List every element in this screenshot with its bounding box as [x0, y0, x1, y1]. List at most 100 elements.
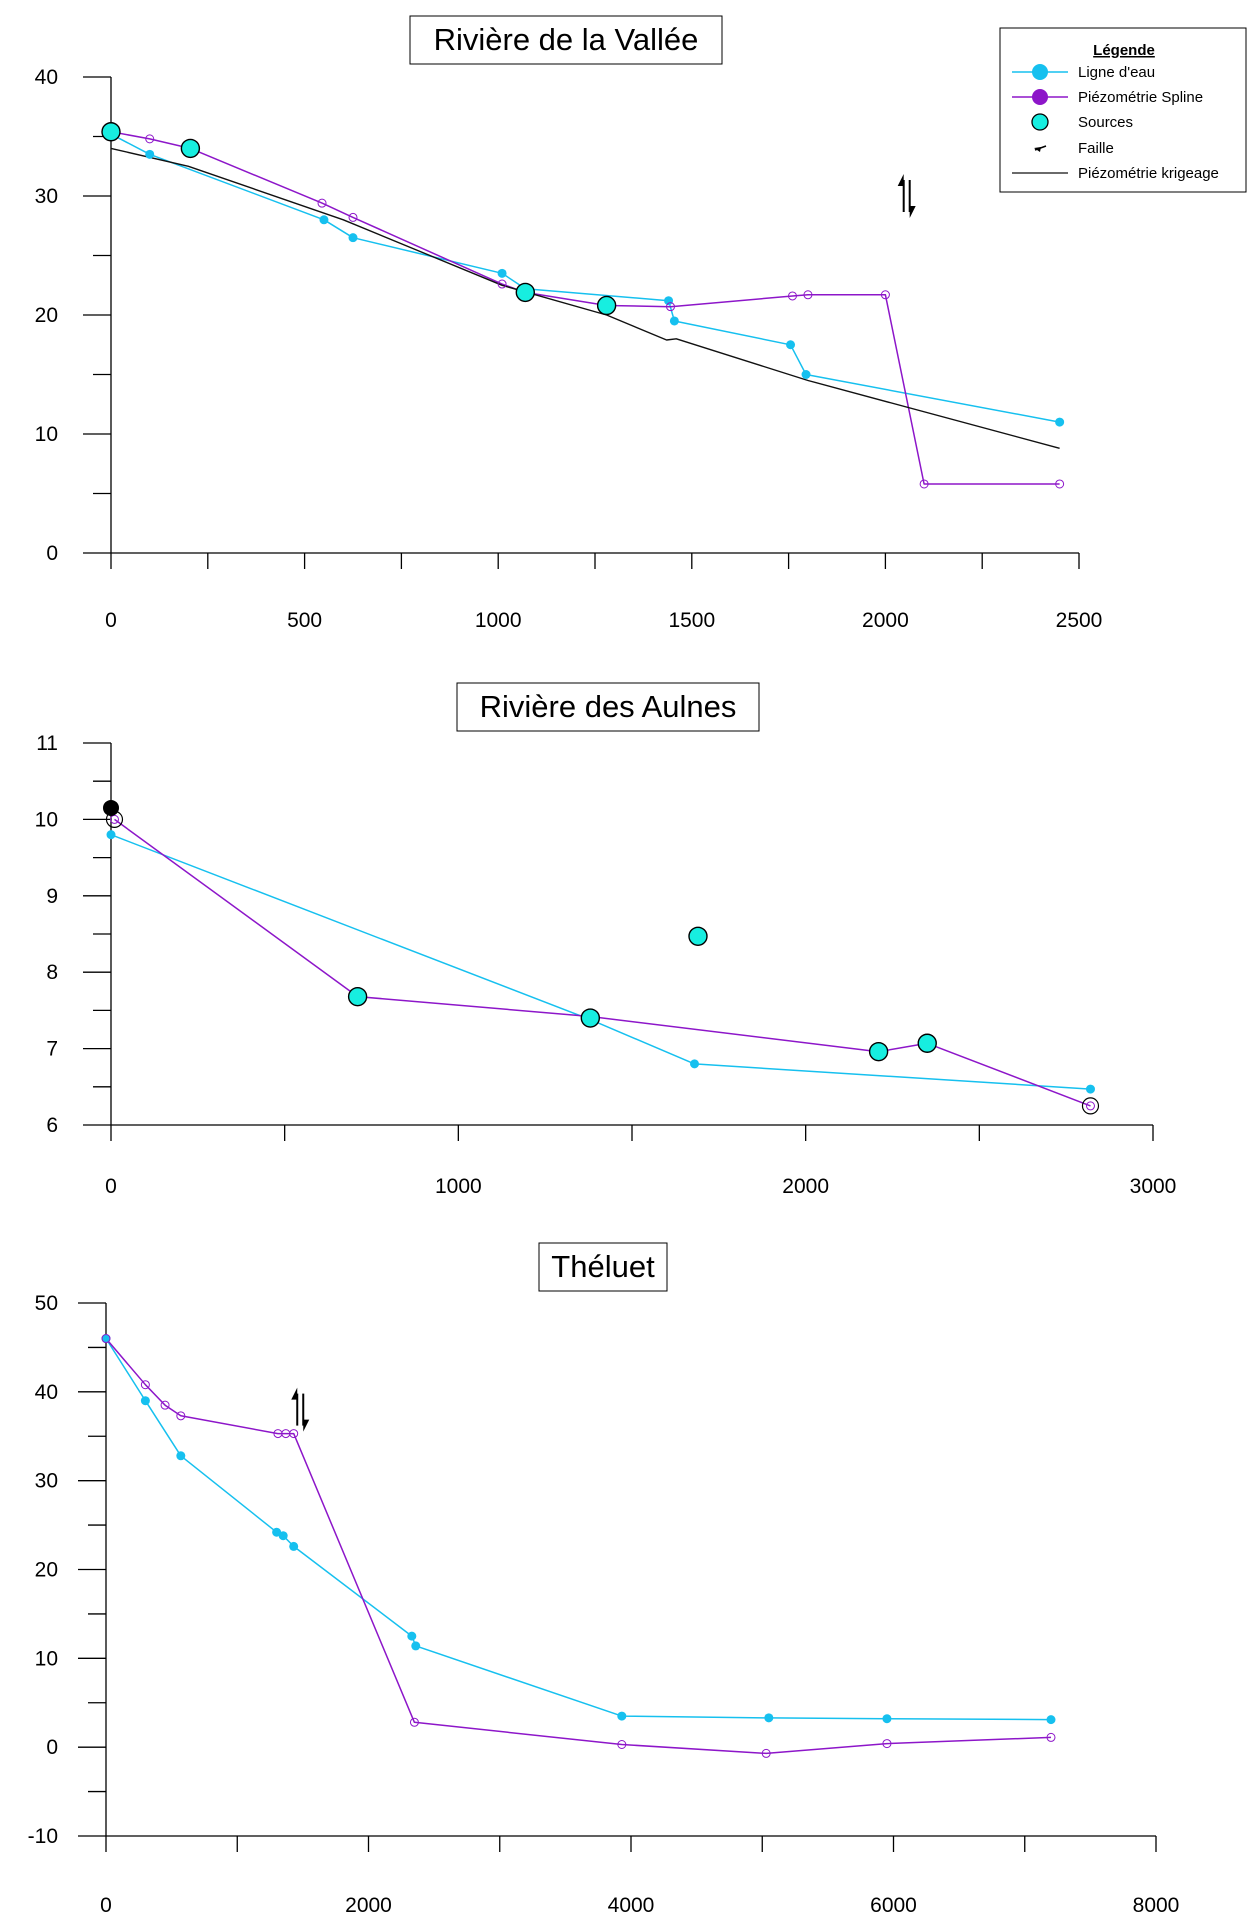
data-point-ligne — [272, 1527, 282, 1537]
chart-title: Théluet — [551, 1249, 655, 1284]
chart-title-box — [456, 682, 760, 732]
data-point-spline — [289, 1429, 299, 1439]
data-point-ligne — [690, 1059, 700, 1069]
data-point-source — [580, 1008, 601, 1028]
data-point-open — [105, 810, 124, 829]
data-point-ligne — [1055, 417, 1065, 427]
data-point-ligne — [145, 149, 155, 159]
data-point-ligne — [1046, 1715, 1056, 1725]
data-point-ligne — [786, 340, 796, 350]
data-point-ligne — [617, 1711, 627, 1721]
data-point-spline — [787, 291, 797, 301]
data-point-spline — [1046, 1732, 1056, 1742]
data-point-ligne — [289, 1541, 299, 1551]
x-tick-label: 1000 — [475, 609, 522, 632]
data-point-open — [1081, 1097, 1100, 1115]
fault-arrow-up — [897, 174, 904, 186]
data-point-spline — [101, 1334, 111, 1344]
data-point-ligne — [407, 1631, 417, 1641]
data-point-source — [868, 1041, 889, 1062]
data-point-ligne — [348, 233, 358, 243]
legend-ligne-marker — [1032, 64, 1048, 80]
data-point-ligne — [764, 1713, 774, 1723]
x-tick-label: 2000 — [862, 609, 909, 632]
data-point-source — [180, 138, 201, 159]
legend-title: Légende — [1093, 42, 1155, 59]
data-point-ligne — [319, 215, 329, 225]
y-tick-label: 9 — [46, 885, 58, 908]
data-point-ligne — [106, 830, 116, 840]
y-tick-label: 0 — [46, 542, 58, 565]
y-tick-label: 7 — [46, 1038, 58, 1061]
data-point-spline — [348, 212, 358, 222]
y-tick-label: 20 — [35, 1559, 58, 1582]
y-tick-label: 8 — [46, 961, 58, 984]
fault-arrow-icon — [1034, 145, 1047, 152]
fault-marker-icon — [291, 1387, 310, 1432]
x-tick-label: 1500 — [668, 609, 715, 632]
data-point-ligne — [1085, 1084, 1095, 1094]
y-tick-label: 40 — [35, 1381, 58, 1404]
y-tick-label: 6 — [46, 1114, 58, 1137]
data-point-spline — [666, 302, 676, 312]
x-tick-label: 500 — [287, 609, 322, 632]
chart-title: Rivière des Aulnes — [480, 689, 737, 724]
data-point-spline — [140, 1380, 150, 1390]
data-point-spline — [497, 279, 507, 289]
x-tick-label: 6000 — [870, 1894, 917, 1917]
data-point-spline — [409, 1717, 419, 1727]
series-line-ligne — [105, 1338, 1052, 1721]
x-tick-label: 4000 — [608, 1894, 655, 1917]
data-point-source — [347, 986, 368, 1007]
y-tick-label: 20 — [35, 304, 58, 327]
y-tick-label: 10 — [35, 808, 58, 831]
legend: Légende Ligne d'eau Piézométrie Spline S… — [999, 27, 1247, 193]
series-line-ligne — [110, 133, 1060, 423]
fault-arrow-up — [291, 1387, 298, 1400]
data-point-spline — [803, 290, 813, 300]
chart-riviere-aulnes: 0 1000 2000 3000 6 7 8 9 10 11 Rivière des Aulnes — [35, 682, 1177, 1198]
data-point-spline — [176, 1411, 186, 1421]
legend-label-krigeage: Piézométrie krigeage — [1078, 165, 1219, 182]
series-line-spline — [114, 818, 1091, 1107]
data-point-source — [688, 926, 708, 946]
legend-label-spline: Piézométrie Spline — [1078, 89, 1203, 106]
x-tick-label: 0 — [105, 609, 117, 632]
x-tick-label: 8000 — [1133, 1894, 1180, 1917]
y-tick-label: 11 — [36, 732, 58, 755]
fault-arrow-down — [303, 1419, 310, 1432]
data-point-ligne — [411, 1641, 421, 1651]
data-point-ligne — [176, 1451, 186, 1461]
legend-sources-marker — [1031, 113, 1049, 131]
data-point-spline — [160, 1400, 170, 1410]
chart-riviere-vallee: 0 500 1000 1500 2000 2500 0 10 20 30 40 Rivière de… — [35, 15, 1103, 632]
x-tick-label: 2000 — [782, 1175, 829, 1198]
data-point-ligne — [497, 268, 507, 278]
x-tick-label: 1000 — [435, 1175, 482, 1198]
x-tick-label: 0 — [105, 1175, 117, 1198]
data-point-source — [515, 282, 536, 303]
data-point-ligne — [101, 1334, 111, 1344]
fault-marker-icon — [897, 174, 916, 218]
chart-title-box — [409, 15, 723, 65]
data-point-spline — [145, 134, 155, 144]
data-point-spline — [1055, 479, 1065, 489]
data-point-source — [917, 1033, 937, 1053]
data-point-spline — [919, 479, 929, 489]
x-tick-label: 0 — [100, 1894, 112, 1917]
y-tick-label: 30 — [35, 1470, 58, 1493]
data-point-spline — [1085, 1101, 1095, 1111]
data-point-ligne — [664, 296, 674, 306]
chart-theluet: 0 2000 4000 6000 8000 -10 0 10 20 30 40 50 Théluet — [28, 1242, 1180, 1917]
y-tick-label: 10 — [35, 423, 58, 446]
data-point-spline — [617, 1740, 627, 1750]
series-line-spline — [105, 1338, 1052, 1755]
data-point-ligne — [140, 1396, 150, 1406]
legend-label-faille: Faille — [1078, 140, 1114, 157]
x-tick-label: 3000 — [1130, 1175, 1177, 1198]
x-tick-label: 2500 — [1056, 609, 1103, 632]
data-point-ligne — [278, 1531, 288, 1541]
y-tick-label: -10 — [28, 1825, 58, 1848]
data-point-spline — [880, 290, 890, 300]
